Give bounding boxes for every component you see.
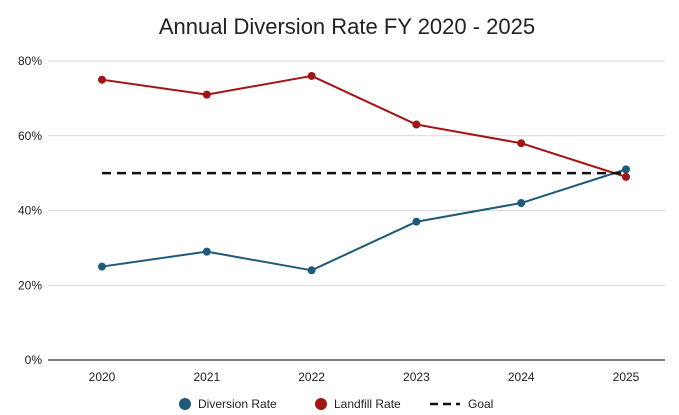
x-tick-label: 2025 <box>613 370 640 384</box>
chart-title: Annual Diversion Rate FY 2020 - 2025 <box>159 14 535 39</box>
landfill-rate-line <box>101 74 627 178</box>
series-group <box>98 71 630 275</box>
diversion-rate-point <box>307 266 316 275</box>
y-tick-label: 80% <box>18 54 42 68</box>
diversion-rate-line <box>101 168 627 272</box>
y-tick-label: 60% <box>18 129 42 143</box>
landfill-rate-point <box>202 90 211 99</box>
legend-landfill-rate-swatch <box>315 398 327 410</box>
x-tick-label: 2022 <box>298 370 325 384</box>
x-tick-label: 2021 <box>193 370 220 384</box>
legend-diversion-rate-label: Diversion Rate <box>198 397 277 411</box>
diversion-rate-point <box>622 165 630 174</box>
gridlines <box>48 60 665 361</box>
landfill-rate-point <box>307 71 316 80</box>
legend: Diversion Rate Landfill Rate Goal <box>179 397 493 411</box>
diversion-rate-point <box>412 217 421 226</box>
y-tick-label: 20% <box>18 278 42 292</box>
legend-goal-label: Goal <box>468 397 493 411</box>
y-tick-label: 40% <box>18 204 42 218</box>
y-tick-label: 0% <box>25 353 43 367</box>
y-axis-ticks: 0% 20% 40% 60% 80% <box>18 54 42 367</box>
diversion-rate-point <box>98 262 106 271</box>
legend-diversion-rate-swatch <box>179 398 191 410</box>
x-tick-label: 2023 <box>403 370 430 384</box>
diversion-rate-point <box>517 199 526 208</box>
landfill-rate-point <box>412 120 421 129</box>
x-axis-ticks: 2020 2021 2022 2023 2024 2025 <box>89 370 640 384</box>
x-tick-label: 2024 <box>508 370 535 384</box>
landfill-rate-point <box>98 75 106 84</box>
landfill-rate-point <box>517 139 526 148</box>
landfill-rate-point <box>622 172 630 181</box>
legend-landfill-rate-label: Landfill Rate <box>334 397 401 411</box>
diversion-rate-point <box>202 247 211 256</box>
x-tick-label: 2020 <box>89 370 116 384</box>
